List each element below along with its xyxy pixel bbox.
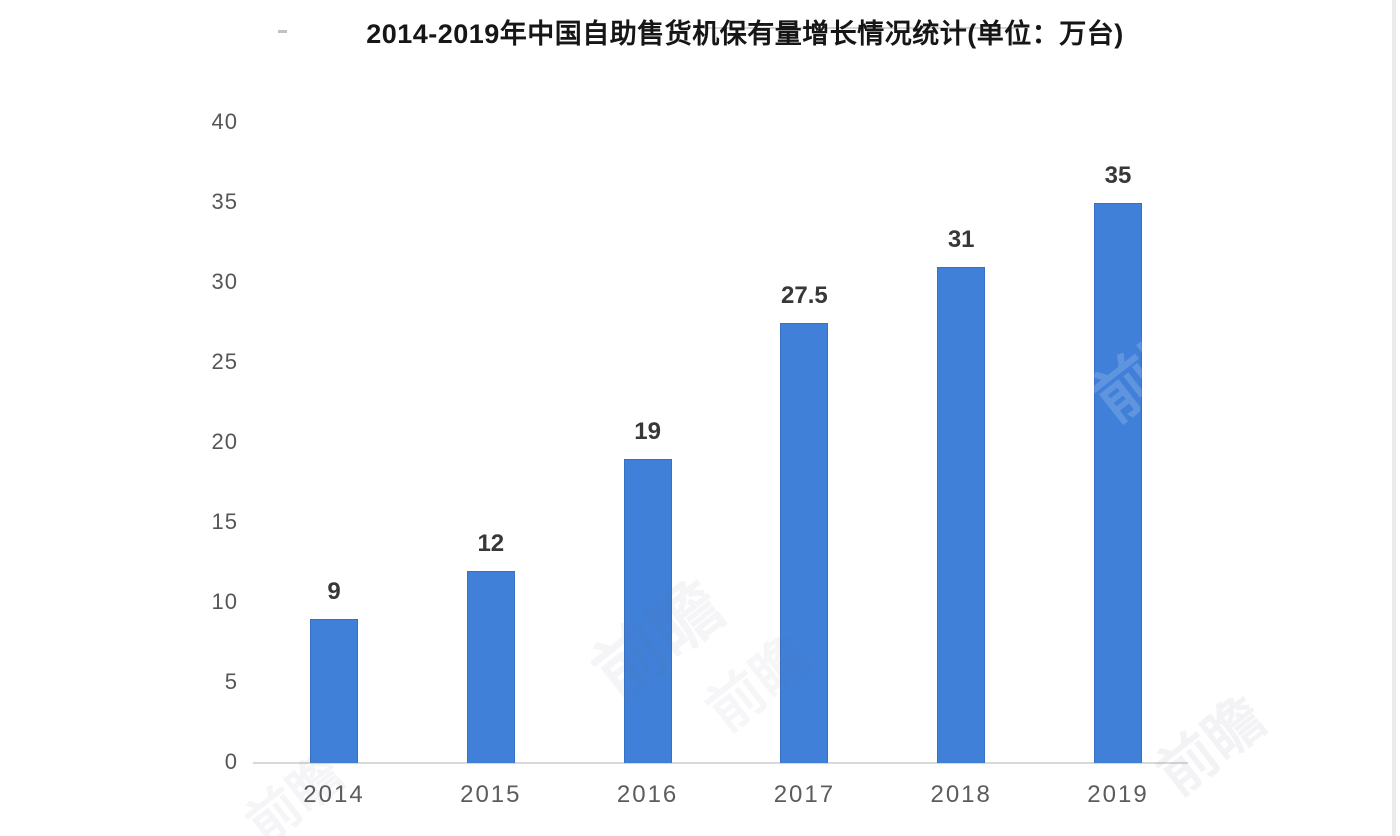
bar-value-label-2014: 9	[327, 578, 341, 605]
x-tick-label-2015: 2015	[460, 781, 522, 808]
x-tick-label-2016: 2016	[616, 781, 679, 808]
y-tick-label-30: 30	[211, 269, 238, 294]
y-tick-label-5: 5	[224, 669, 238, 694]
x-tick-label-2014: 2014	[303, 781, 365, 808]
y-tick-label-10: 10	[211, 589, 238, 614]
bar-value-label-2018: 31	[947, 226, 975, 253]
y-tick-label-40: 40	[211, 109, 238, 134]
bar-2014	[310, 619, 358, 763]
bar-2016	[623, 459, 672, 763]
title-artifact-line	[700, 27, 1015, 29]
bar-2019	[1094, 203, 1142, 763]
chart-title: 2014-2019年中国自助售货机保有量增长情况统计(单位：万台)	[366, 19, 1124, 49]
y-tick-label-15: 15	[211, 509, 238, 534]
y-tick-label-25: 25	[211, 349, 238, 374]
y-tick-label-20: 20	[211, 429, 238, 454]
page-right-edge-strip	[1392, 0, 1396, 836]
title-artifact-dot	[278, 30, 287, 33]
x-tick-label-2019: 2019	[1087, 781, 1149, 808]
x-tick-label-2017: 2017	[773, 781, 836, 808]
bar-2015	[466, 571, 515, 763]
y-tick-label-35: 35	[211, 189, 238, 214]
bar-2018	[937, 267, 986, 763]
bar-value-label-2015: 12	[477, 530, 505, 557]
x-tick-label-2018: 2018	[930, 781, 992, 808]
bar-2017	[780, 323, 829, 763]
x-axis-line	[253, 762, 1188, 764]
bar-value-label-2017: 27.5	[781, 282, 828, 309]
bar-value-label-2016: 19	[634, 418, 661, 445]
bar-value-label-2019: 35	[1104, 162, 1132, 189]
y-tick-label-0: 0	[224, 749, 238, 774]
